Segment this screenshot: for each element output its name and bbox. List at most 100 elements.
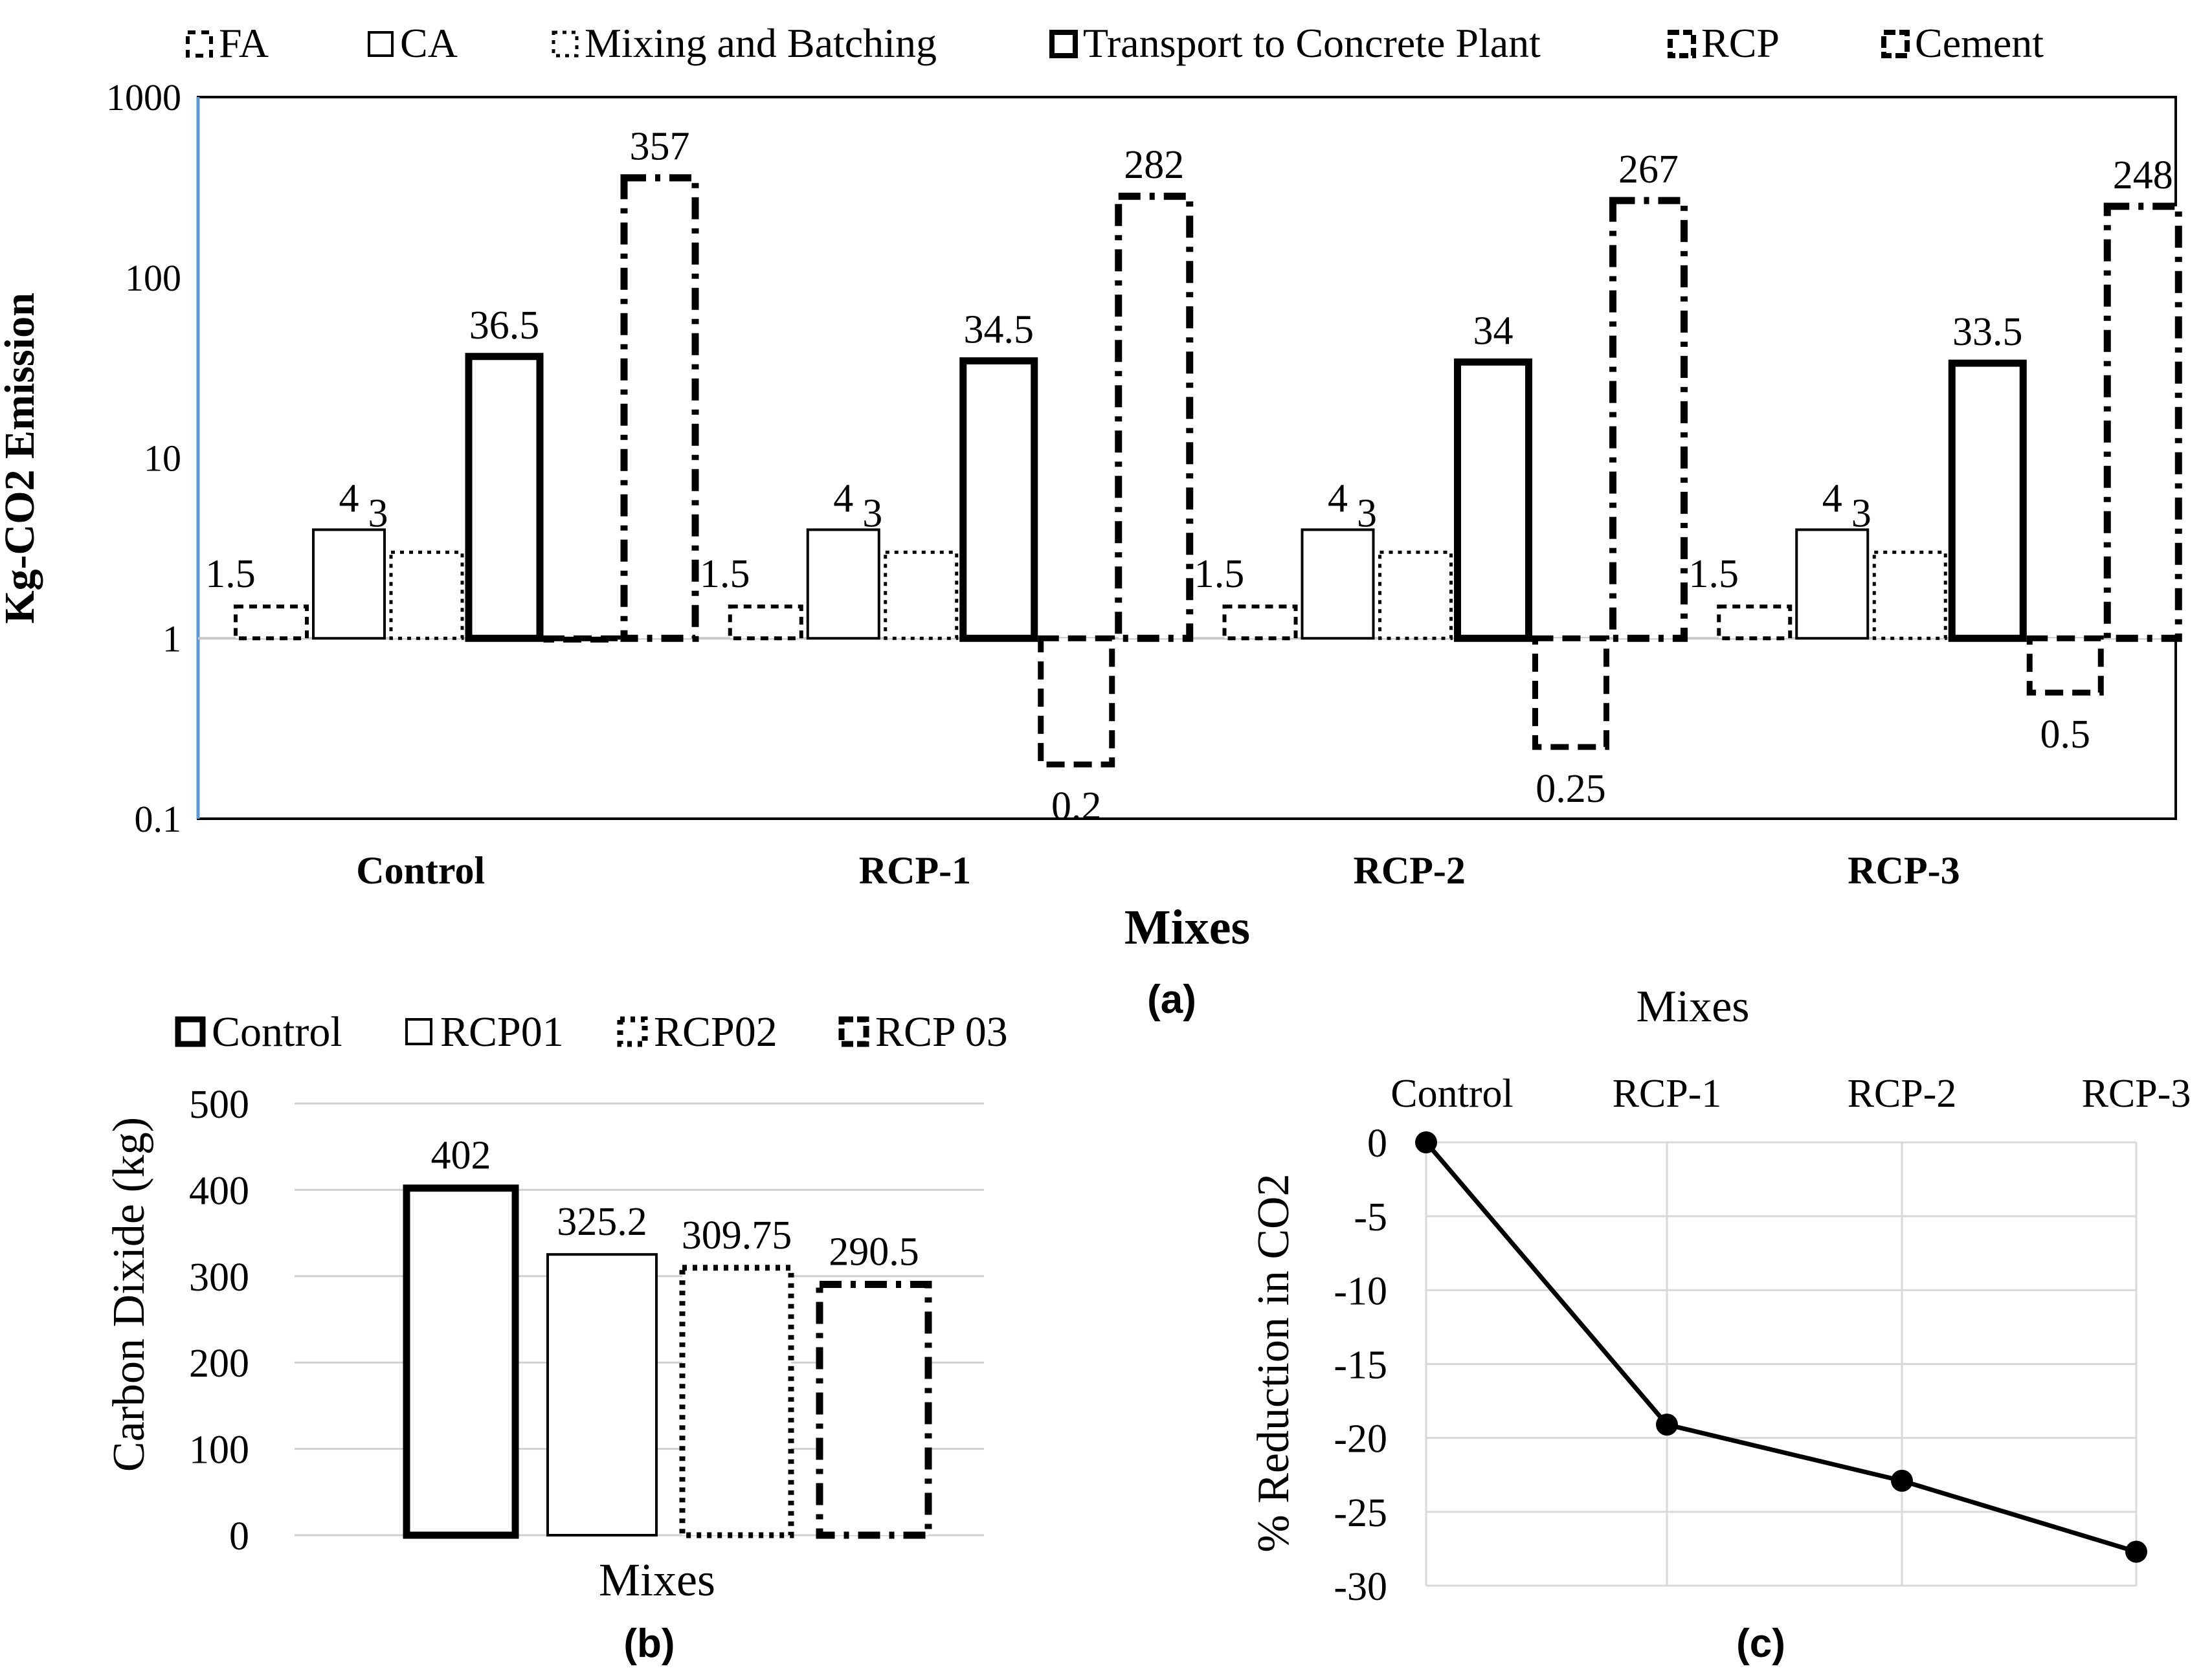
chart-b-bars [403,1184,932,1539]
chart-c-x-tick-rcp-1: RCP-1 [1613,1072,1722,1116]
chart-c-points [1415,1131,2147,1563]
chart-c-point-rcp-2 [1891,1469,1913,1492]
chart-a-x-tick-rcp-3: RCP-3 [1848,849,1960,892]
chart-a-bar-ca-control [312,528,386,640]
chart-c-x-ticks: Control RCP-1 RCP-2 RCP-3 [1391,1072,2191,1116]
chart-a-label-fa-control: 1.5 [205,552,256,596]
chart-a-bar-rcp-control [543,635,621,643]
chart-a-legend-swatch-transport-to-concrete-plant [1049,30,1078,58]
chart-a-bar-transport-to-concrete-plant-rcp-2 [1454,358,1532,642]
chart-a-bar-mixing-and-batching-rcp-3 [1872,550,1947,640]
chart-c-point-control [1415,1131,1437,1153]
chart-a-bar-cement-rcp-1 [1115,192,1194,642]
chart-b-legend: Control RCP01 RCP02 RCP 03 [175,1008,1008,1056]
chart-a-legend: FA CA Mixing and Batching Transport to Conc… [186,20,2044,66]
chart-a-bar-cement-control [620,174,699,642]
chart-a-x-tick-rcp-1: RCP-1 [859,849,971,892]
chart-a-bar-fa-rcp-2 [1222,605,1298,641]
chart-a-bar-rcp-rcp-3 [2026,635,2104,696]
chart-a-y-ticks: 0.1 1 10 100 1000 [106,76,181,840]
chart-a-bar-fa-rcp-3 [1717,605,1793,641]
chart-a-bar-cement-rcp-3 [2103,203,2182,642]
chart-a-label-fa-rcp-3: 1.5 [1689,552,1739,596]
chart-a-label-mixing-and-batching-rcp-2: 3 [1357,491,1377,535]
chart-b-bar-rcp01 [546,1253,658,1537]
chart-a-y-tick-1: 1 [162,617,181,660]
chart-a-legend-swatch-fa [186,30,213,58]
chart-a-x-tick-rcp-2: RCP-2 [1354,849,1466,892]
chart-a-bar-fa-rcp-1 [728,605,803,641]
chart-a-label-transport-to-concrete-plant-rcp-3: 33.5 [1952,310,2023,354]
chart-a-label-rcp-rcp-2: 0.25 [1536,767,1606,811]
chart-b-label-rcp-03: 290.5 [829,1230,919,1274]
chart-c-point-rcp-1 [1656,1414,1678,1436]
chart-c-panel-label: (c) [1736,1621,1785,1666]
chart-b: Control RCP01 RCP02 RCP 03 0 100 200 300 400 500… [104,1008,1008,1666]
chart-a-legend-mixing-and-batching: Mixing and Batching [585,20,937,66]
chart-c-x-label: Mixes [1637,982,1750,1032]
chart-c-x-tick-rcp-3: RCP-3 [2082,1072,2191,1116]
chart-a-label-rcp-rcp-1: 0.2 [1051,784,1102,828]
chart-b-legend-control: Control [212,1008,342,1056]
chart-c-gridlines [1425,1141,2138,1587]
chart-a-label-fa-rcp-1: 1.5 [700,552,750,596]
chart-b-x-label: Mixes [599,1554,715,1606]
chart-a-bar-mixing-and-batching-control [389,550,464,640]
chart-a-bar-fa-control [234,605,309,641]
chart-a-y-tick-10: 10 [144,438,181,480]
chart-b-label-rcp02: 309.75 [682,1214,792,1258]
chart-c-x-tick-rcp-2: RCP-2 [1848,1072,1957,1116]
chart-c-y-tick-10: -10 [1334,1269,1387,1313]
chart-c-series-line [1424,1140,2138,1554]
chart-a-label-mixing-and-batching-rcp-1: 3 [862,491,882,535]
chart-a-label-transport-to-concrete-plant-rcp-1: 34.5 [964,308,1034,352]
chart-c-y-tick-20: -20 [1334,1417,1387,1461]
chart-a-bar-mixing-and-batching-rcp-1 [884,550,959,640]
chart-a-bar-cement-rcp-2 [1609,197,1688,642]
chart-b-label-rcp01: 325.2 [557,1200,647,1244]
chart-a-bar-rcp-rcp-1 [1038,635,1115,768]
chart-a-bar-mixing-and-batching-rcp-2 [1378,550,1453,640]
chart-b-bar-control [403,1184,519,1539]
chart-a-label-cement-control: 357 [630,125,690,169]
chart-a-label-cement-rcp-2: 267 [1618,148,1679,192]
chart-a-label-ca-rcp-3: 4 [1822,476,1842,520]
chart-c: Mixes Control RCP-1 RCP-2 RCP-3 0 -5 -10 -15 -2… [1249,982,2191,1666]
chart-b-y-ticks: 0 100 200 300 400 500 [189,1083,249,1559]
chart-a-bar-ca-rcp-2 [1301,528,1375,640]
chart-a-label-fa-rcp-2: 1.5 [1194,552,1245,596]
chart-c-y-label: % Reduction in CO2 [1249,1173,1299,1552]
chart-b-y-tick-0: 0 [229,1514,249,1559]
chart-b-y-tick-200: 200 [189,1342,249,1386]
chart-a-bar-transport-to-concrete-plant-rcp-3 [1948,359,2027,642]
chart-a-bar-ca-rcp-1 [806,528,880,640]
chart-b-legend-rcp01: RCP01 [440,1008,564,1056]
chart-a-label-transport-to-concrete-plant-control: 36.5 [469,304,540,348]
chart-b-y-tick-500: 500 [189,1083,249,1127]
chart-a-legend-swatch-rcp [1668,30,1696,58]
chart-b-legend-swatch-control [175,1016,206,1047]
chart-c-y-tick-30: -30 [1334,1565,1387,1609]
chart-a-legend-swatch-ca [368,31,394,57]
chart-c-y-ticks: 0 -5 -10 -15 -20 -25 -30 [1334,1122,1387,1609]
chart-c-point-rcp-3 [2125,1540,2147,1563]
chart-b-bar-rcp02 [679,1265,794,1538]
chart-a-y-tick-1000: 1000 [106,76,181,118]
chart-a-label-mixing-and-batching-control: 3 [368,491,388,535]
chart-b-y-tick-300: 300 [189,1256,249,1300]
chart-b-bar-rcp-03 [816,1280,932,1539]
chart-a-legend-swatch-cement [1881,30,1910,58]
chart-b-panel-label: (b) [623,1621,675,1666]
chart-b-y-tick-100: 100 [189,1428,249,1472]
chart-a-y-tick-100: 100 [125,257,181,299]
chart-c-y-tick-15: -15 [1334,1344,1387,1388]
chart-a-legend-fa: FA [219,20,269,66]
chart-a-bar-transport-to-concrete-plant-rcp-1 [959,357,1038,642]
chart-a-label-mixing-and-batching-rcp-3: 3 [1851,491,1871,535]
chart-a-x-tick-control: Control [356,849,485,892]
chart-b-data-labels: 402 325.2 309.75 290.5 [431,1134,919,1274]
chart-c-y-tick-25: -25 [1334,1491,1387,1535]
chart-b-label-control: 402 [431,1134,491,1178]
